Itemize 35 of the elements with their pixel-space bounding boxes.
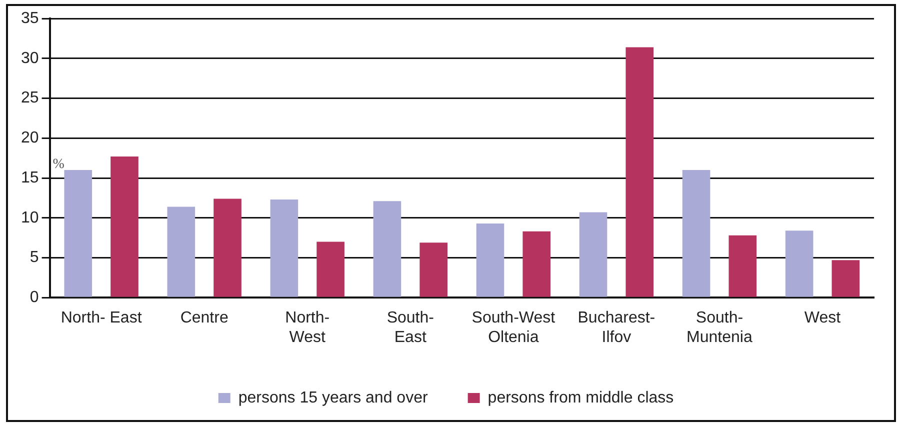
x-tick-label: Centre [180,310,228,327]
x-tick-label: West [804,310,842,327]
y-tick-label: 15 [21,169,39,186]
x-tick-label: South- East [386,310,434,346]
bar [785,230,814,297]
y-tick-label: 35 [21,10,39,28]
bar [214,198,242,297]
x-tick-label: North- West [285,310,330,346]
bar [420,242,448,297]
bar [832,260,860,297]
x-tick-label: South-West Oltenia [472,310,556,346]
bar [522,231,550,297]
legend-label: persons from middle class [488,389,674,406]
bar [682,170,710,297]
bar [270,200,298,297]
x-tick-label: North- East [60,310,142,327]
bar [476,223,504,297]
bar [167,206,196,297]
y-tick-label: 10 [21,209,39,226]
y-tick-label: 0 [30,289,39,306]
y-tick-label: 25 [21,90,39,107]
annotation: % [52,156,65,172]
bar [579,212,608,297]
y-tick-label: 20 [21,130,39,147]
y-tick-label: 5 [30,249,39,266]
legend-label: persons 15 years and over [238,389,428,406]
bar [64,170,92,297]
bar [626,47,654,297]
bar [373,201,402,297]
bar [110,156,138,297]
x-tick-label: Bucharest- Ilfov [578,310,656,346]
bar [316,242,344,297]
y-tick-label: 30 [21,50,39,67]
x-tick-label: South- Muntenia [686,310,752,346]
bar [728,235,757,297]
